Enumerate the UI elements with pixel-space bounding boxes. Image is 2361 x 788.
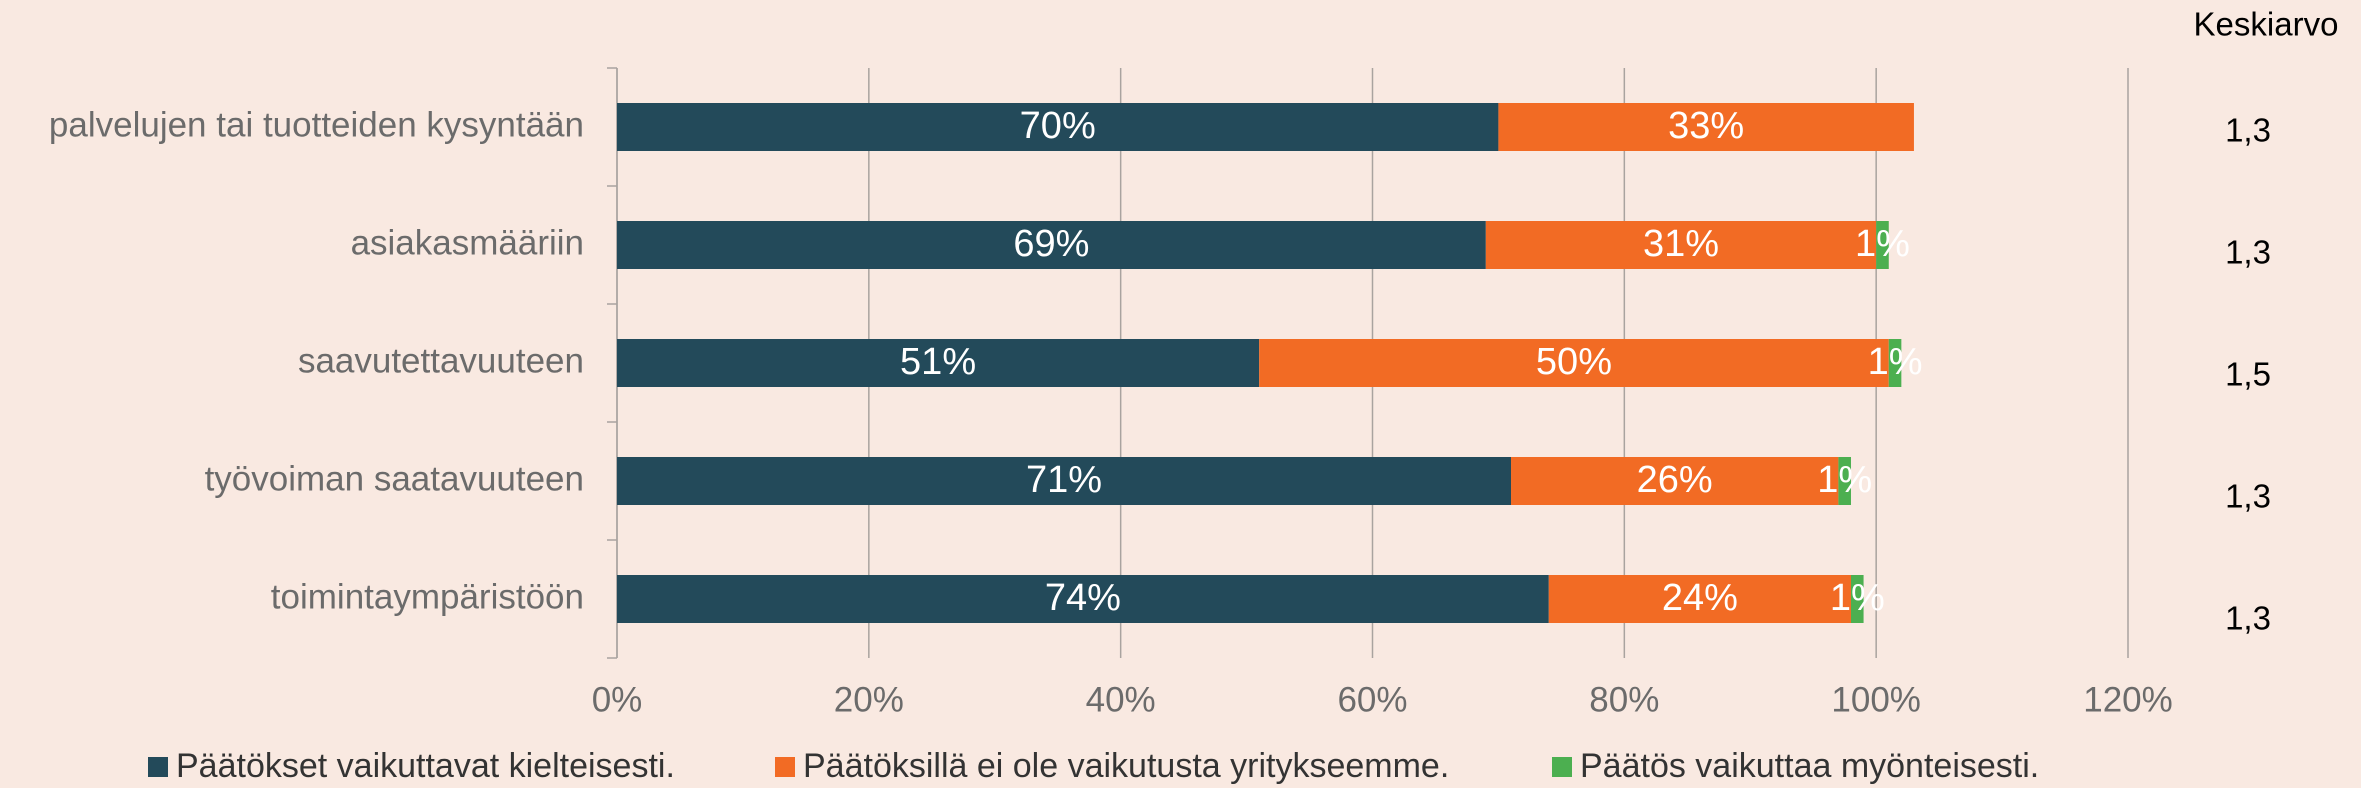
x-tick-label: 80%: [1589, 680, 1659, 719]
legend-label: Päätöksillä ei ole vaikutusta yritykseem…: [803, 747, 1449, 785]
side-value: 1,5: [2225, 356, 2271, 393]
side-column-title: Keskiarvo: [2194, 6, 2339, 43]
side-value: 1,3: [2225, 600, 2271, 637]
data-label: 51%: [900, 341, 976, 383]
side-value: 1,3: [2225, 234, 2271, 271]
legend-swatch: [775, 757, 795, 777]
bar-segment: [1259, 339, 1889, 387]
bar-segment: [617, 103, 1499, 151]
side-value: 1,3: [2225, 112, 2271, 149]
x-tick-label: 0%: [592, 680, 643, 719]
bar-segment: [1498, 103, 1914, 151]
data-label: 1%: [1868, 341, 1923, 383]
x-tick-label: 100%: [1831, 680, 1921, 719]
legend-swatch: [1552, 757, 1572, 777]
data-label: 26%: [1637, 459, 1713, 501]
data-label: 70%: [1020, 105, 1096, 147]
bar-segment: [1485, 221, 1877, 269]
data-label: 1%: [1817, 459, 1872, 501]
category-label: saavutettavuuteen: [298, 341, 584, 380]
x-tick-label: 20%: [834, 680, 904, 719]
data-label: 31%: [1643, 223, 1719, 265]
legend-swatch: [148, 757, 168, 777]
data-label: 1%: [1855, 223, 1910, 265]
category-label: asiakasmääriin: [351, 223, 584, 262]
category-label: toimintaympäristöön: [271, 577, 584, 616]
category-label: palvelujen tai tuotteiden kysyntään: [49, 105, 584, 144]
legend-label: Päätökset vaikuttavat kielteisesti.: [176, 747, 675, 785]
bar-segment: [617, 221, 1486, 269]
bar-segment: [1548, 575, 1851, 623]
data-label: 74%: [1045, 577, 1121, 619]
x-tick-label: 40%: [1086, 680, 1156, 719]
bar-segment: [617, 457, 1512, 505]
data-label: 69%: [1013, 223, 1089, 265]
bar-segment: [1876, 221, 1889, 269]
bar-segment: [617, 575, 1549, 623]
bar-segment: [1850, 575, 1864, 623]
data-label: 50%: [1536, 341, 1612, 383]
bar-segment: [1888, 339, 1902, 387]
data-label: 33%: [1668, 105, 1744, 147]
bar-segment: [1511, 457, 1839, 505]
data-label: 71%: [1026, 459, 1102, 501]
x-tick-label: 60%: [1337, 680, 1407, 719]
side-value: 1,3: [2225, 478, 2271, 515]
data-label: 24%: [1662, 577, 1738, 619]
x-tick-label: 120%: [2083, 680, 2173, 719]
category-label: työvoiman saatavuuteen: [205, 459, 584, 498]
legend-label: Päätös vaikuttaa myönteisesti.: [1580, 747, 2039, 785]
bar-segment: [617, 339, 1260, 387]
data-label: 1%: [1830, 577, 1885, 619]
bar-segment: [1838, 457, 1851, 505]
